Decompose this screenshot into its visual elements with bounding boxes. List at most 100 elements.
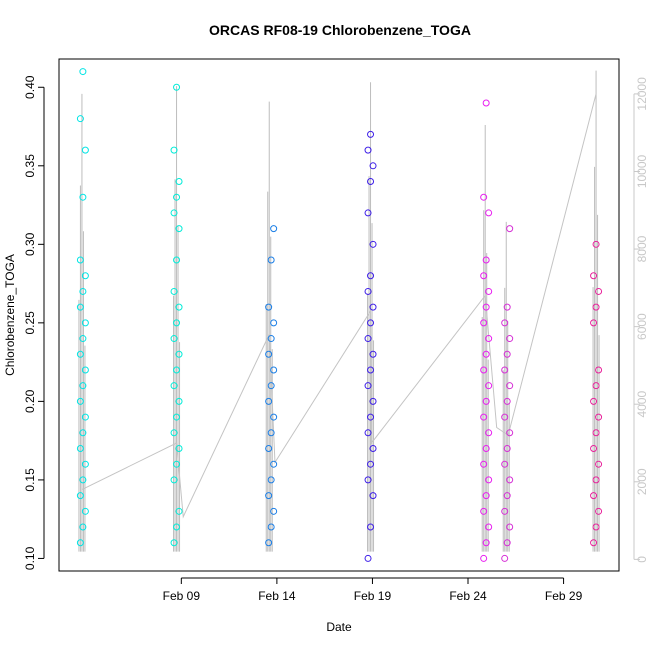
data-point (485, 476, 493, 484)
data-point (364, 209, 372, 217)
data-point (480, 460, 488, 468)
data-point (592, 429, 600, 437)
data-point (595, 413, 603, 421)
data-point (485, 287, 493, 295)
x-tick-label: Feb 09 (163, 589, 201, 603)
data-point (367, 523, 375, 531)
data-point (175, 350, 183, 358)
data-point (267, 382, 275, 390)
data-point (270, 225, 278, 233)
data-point (595, 460, 603, 468)
data-point (485, 382, 493, 390)
data-point (506, 225, 514, 233)
data-point (76, 492, 84, 500)
data-point (592, 382, 600, 390)
data-point (369, 492, 377, 500)
data-point (480, 193, 488, 201)
data-point (595, 507, 603, 515)
data-point (503, 492, 511, 500)
data-point (369, 162, 377, 170)
y2-tick-label: 0 (635, 556, 649, 563)
data-point (480, 319, 488, 327)
data-point (480, 413, 488, 421)
x-axis-label: Date (326, 620, 352, 634)
data-point (173, 460, 181, 468)
data-point (79, 476, 87, 484)
x-tick-label: Feb 14 (258, 589, 296, 603)
data-point (173, 366, 181, 374)
data-point (480, 366, 488, 374)
data-point (175, 178, 183, 186)
y-tick-label: 0.15 (23, 468, 37, 492)
data-point (79, 382, 87, 390)
data-point (175, 507, 183, 515)
data-point (170, 382, 178, 390)
data-point (265, 539, 273, 547)
data-point (364, 287, 372, 295)
data-point (81, 319, 89, 327)
data-point (79, 429, 87, 437)
data-point (503, 397, 511, 405)
data-point (170, 335, 178, 343)
data-point (480, 554, 488, 562)
data-points-group (76, 68, 603, 562)
data-point (501, 366, 509, 374)
data-point (81, 413, 89, 421)
data-point (76, 539, 84, 547)
data-point (81, 146, 89, 154)
y-tick-label: 0.40 (23, 75, 37, 99)
data-point (592, 523, 600, 531)
data-point (480, 507, 488, 515)
data-point (485, 429, 493, 437)
data-point (267, 335, 275, 343)
data-point (170, 209, 178, 217)
data-point (590, 319, 598, 327)
data-point (79, 68, 87, 76)
data-point (482, 539, 490, 547)
data-point (175, 303, 183, 311)
y-tick-label: 0.35 (23, 154, 37, 178)
data-point (482, 256, 490, 264)
data-point (590, 492, 598, 500)
data-point (367, 319, 375, 327)
data-point (267, 523, 275, 531)
data-point (265, 397, 273, 405)
data-point (482, 492, 490, 500)
data-point (590, 539, 598, 547)
y2-tick-label: 6000 (635, 313, 649, 340)
data-point (79, 287, 87, 295)
data-point (364, 429, 372, 437)
data-point (367, 178, 375, 186)
data-point (267, 476, 275, 484)
data-point (170, 287, 178, 295)
data-point (81, 507, 89, 515)
data-point (170, 539, 178, 547)
data-point (501, 507, 509, 515)
y2-tick-label: 4000 (635, 391, 649, 418)
data-point (482, 444, 490, 452)
data-point (76, 303, 84, 311)
data-point (595, 287, 603, 295)
data-point (175, 444, 183, 452)
data-point (367, 413, 375, 421)
data-point (265, 492, 273, 500)
x-tick-label: Feb 19 (354, 589, 392, 603)
data-point (270, 319, 278, 327)
data-point (265, 444, 273, 452)
data-point (503, 303, 511, 311)
data-point (506, 429, 514, 437)
data-point (173, 83, 181, 91)
data-point (595, 366, 603, 374)
data-point (364, 382, 372, 390)
data-point (76, 256, 84, 264)
connector-group (81, 93, 597, 519)
data-point (265, 303, 273, 311)
data-point (173, 413, 181, 421)
data-point (270, 366, 278, 374)
data-point (482, 397, 490, 405)
data-point (590, 272, 598, 280)
data-point (369, 303, 377, 311)
data-point (369, 240, 377, 248)
data-point (501, 319, 509, 327)
